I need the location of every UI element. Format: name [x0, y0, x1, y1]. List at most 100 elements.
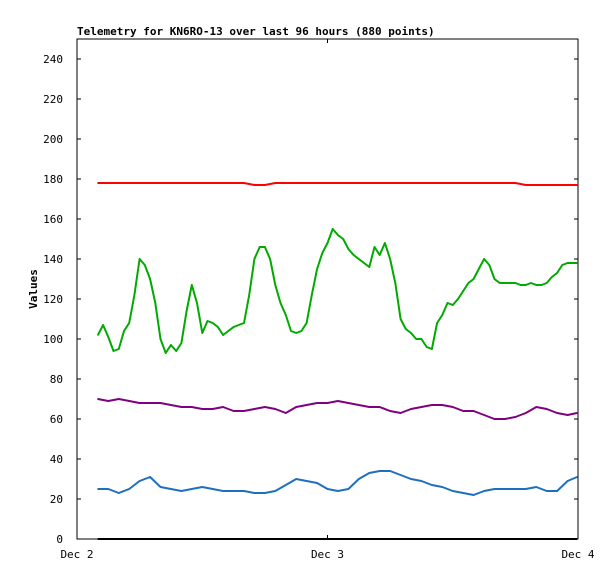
data-point	[493, 418, 496, 420]
data-point	[493, 488, 496, 490]
data-point	[133, 294, 136, 296]
data-point	[399, 318, 402, 320]
y-tick-label: 220	[43, 93, 63, 106]
data-point	[191, 182, 193, 184]
data-point	[170, 182, 172, 184]
data-point	[238, 324, 240, 326]
data-point	[462, 492, 465, 494]
data-point	[504, 488, 506, 490]
data-point	[504, 418, 506, 420]
data-point	[347, 248, 350, 250]
data-point	[180, 342, 183, 344]
data-point	[431, 484, 433, 486]
data-point	[551, 276, 553, 278]
data-point	[493, 182, 496, 184]
data-point	[368, 472, 371, 474]
data-point	[462, 182, 465, 184]
data-point	[201, 182, 204, 184]
data-point	[509, 282, 512, 284]
data-point	[196, 302, 198, 304]
data-point	[389, 182, 391, 184]
data-point	[545, 184, 548, 186]
data-point	[269, 258, 271, 260]
y-tick-label: 80	[50, 373, 63, 386]
data-point	[274, 408, 277, 410]
data-point	[154, 302, 157, 304]
data-point	[420, 406, 423, 408]
data-point	[118, 182, 120, 184]
data-point	[295, 332, 298, 334]
data-point	[159, 338, 162, 340]
data-point	[452, 304, 454, 306]
data-point	[389, 470, 391, 472]
data-point	[227, 330, 230, 332]
data-point	[566, 414, 569, 416]
y-tick-label: 200	[43, 133, 63, 146]
data-point	[191, 406, 193, 408]
data-point	[452, 182, 454, 184]
data-point	[535, 406, 538, 408]
data-point	[358, 404, 360, 406]
series-line-1	[97, 228, 577, 354]
data-point	[576, 184, 578, 186]
y-axis: 0 20 40 60 80 100 120 140 160 180 200 220 240	[43, 53, 578, 546]
data-point	[138, 480, 141, 482]
data-point	[149, 476, 151, 478]
data-point	[97, 488, 99, 490]
data-point	[525, 488, 527, 490]
data-point	[352, 254, 355, 256]
data-point	[483, 258, 485, 260]
data-point	[201, 486, 204, 488]
data-point	[514, 182, 517, 184]
data-point	[170, 344, 172, 346]
data-point	[311, 294, 313, 296]
data-point	[138, 258, 141, 260]
data-point	[452, 490, 454, 492]
data-point	[180, 490, 183, 492]
data-point	[363, 262, 365, 264]
data-point	[295, 478, 298, 480]
y-tick-label: 60	[50, 413, 63, 426]
data-point	[97, 398, 99, 400]
data-point	[211, 488, 214, 490]
data-point	[253, 492, 256, 494]
data-point	[410, 478, 412, 480]
chart-title: Telemetry for KN6RO-13 over last 96 hour…	[77, 25, 435, 38]
data-point	[138, 182, 141, 184]
data-point	[232, 326, 235, 328]
data-point	[493, 278, 496, 280]
data-point	[472, 494, 475, 496]
data-point	[222, 490, 224, 492]
data-point	[431, 348, 433, 350]
data-point	[472, 278, 475, 280]
data-point	[285, 314, 287, 316]
data-point	[576, 412, 578, 414]
data-point	[316, 268, 318, 270]
data-point	[478, 268, 480, 270]
data-point	[514, 416, 517, 418]
data-point	[107, 336, 110, 338]
data-point	[248, 294, 250, 296]
data-point	[420, 480, 423, 482]
data-point	[243, 490, 245, 492]
data-point	[535, 184, 538, 186]
data-point	[514, 282, 517, 284]
data-point	[431, 404, 433, 406]
series-layer	[97, 182, 578, 540]
data-point	[232, 410, 235, 412]
data-point	[253, 258, 256, 260]
data-point	[378, 254, 381, 256]
data-point	[566, 262, 569, 264]
data-point	[316, 402, 318, 404]
data-point	[347, 182, 350, 184]
y-axis-label: Values	[27, 269, 40, 309]
data-point	[206, 320, 209, 322]
data-point	[446, 302, 449, 304]
data-point	[243, 410, 245, 412]
data-point	[561, 264, 564, 266]
data-point	[149, 182, 151, 184]
data-point	[191, 488, 193, 490]
data-point	[436, 322, 438, 324]
data-point	[211, 322, 214, 324]
data-point	[128, 488, 130, 490]
